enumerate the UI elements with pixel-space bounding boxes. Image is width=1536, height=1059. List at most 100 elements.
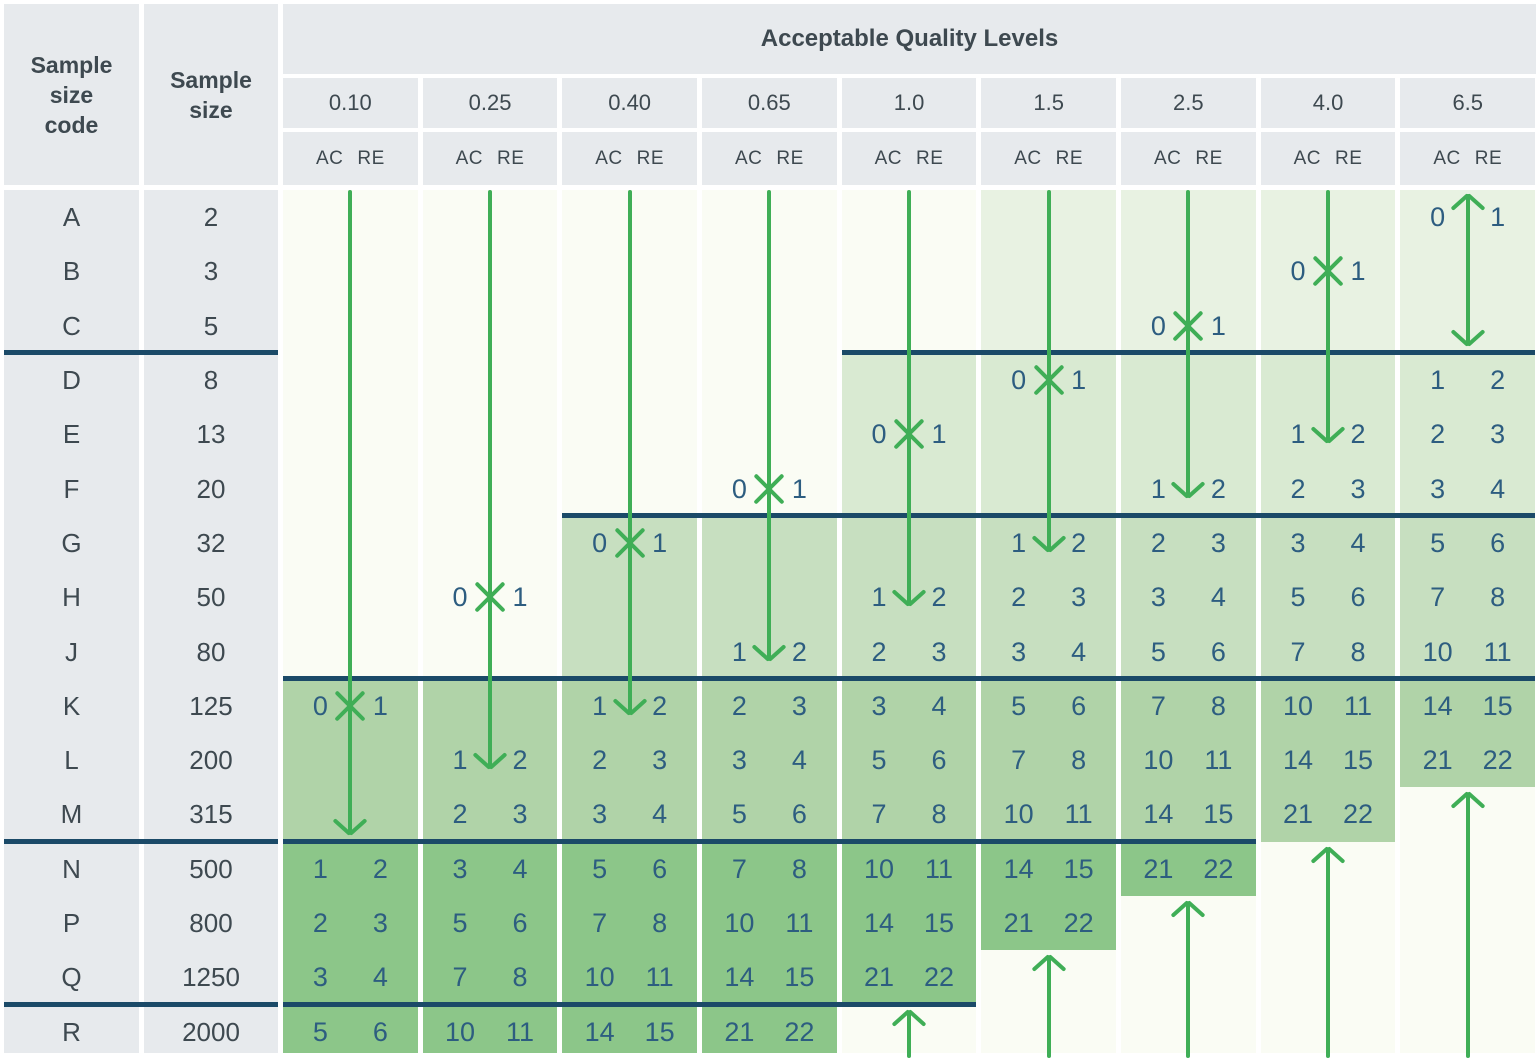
table-title: Acceptable Quality Levels [283, 4, 1536, 74]
re-value-1.5-K: 6 [1071, 690, 1087, 721]
row-size-L: 200 [189, 745, 233, 776]
row-code-P: P [62, 908, 81, 938]
ac-value-0.65-K: 2 [731, 690, 747, 721]
ac-value-2.5-N: 21 [1143, 853, 1174, 884]
ac-value-0.10-P: 2 [312, 908, 328, 938]
re-value-0.10-K: 1 [372, 690, 388, 721]
re-value-1.5-N: 15 [1063, 853, 1094, 884]
ac-re-header-0.10: AC RE [283, 132, 418, 185]
ac-value-6.5-J: 10 [1422, 636, 1453, 667]
up-arrow-line-1.5 [1046, 957, 1051, 1058]
ac-value-1.0-M: 7 [871, 799, 887, 830]
re-value-0.25-Q: 8 [512, 962, 528, 993]
re-value-0.65-M: 6 [791, 799, 807, 830]
re-value-6.5-E: 3 [1490, 419, 1506, 450]
re-value-1.0-P: 15 [923, 908, 955, 938]
re-value-0.25-L: 2 [512, 745, 528, 776]
row-size-N: 500 [189, 853, 233, 884]
re-value-2.5-M: 15 [1203, 799, 1234, 830]
re-value-1.0-E: 1 [931, 419, 947, 450]
up-arrow-line-2.5 [1186, 902, 1191, 1058]
row-size-F: 20 [196, 473, 226, 504]
ac-value-1.5-P: 21 [1003, 908, 1034, 938]
re-value-1.5-D: 1 [1071, 365, 1087, 395]
re-value-0.40-R: 15 [644, 1016, 675, 1047]
row-size-Q: 1250 [182, 962, 240, 993]
re-value-2.5-N: 22 [1203, 853, 1234, 884]
header-line: size [189, 96, 233, 123]
row-code-M: M [60, 799, 83, 830]
ac-value-2.5-J: 5 [1150, 636, 1166, 667]
down-arrow-line-0.10 [348, 190, 353, 833]
row-size-B: 3 [203, 256, 219, 287]
down-arrow-line-0.65 [767, 190, 772, 659]
row-code-Q: Q [61, 962, 82, 993]
row-code-G: G [61, 527, 82, 558]
ac-value-1.5-D: 0 [1011, 365, 1027, 395]
row-code-A: A [62, 202, 81, 233]
ac-re-header-6.5: AC RE [1400, 132, 1536, 185]
ac-value-0.10-N: 1 [312, 853, 328, 884]
ac-label: AC [595, 147, 623, 169]
re-value-0.25-R: 11 [505, 1016, 535, 1047]
down-arrow-line-0.40 [627, 190, 632, 713]
re-label: RE [1335, 147, 1363, 169]
row-size-E: 13 [196, 419, 226, 450]
re-value-6.5-L: 22 [1482, 745, 1513, 776]
ac-value-6.5-G: 5 [1430, 527, 1446, 558]
re-value-0.10-P: 3 [372, 908, 388, 938]
re-value-2.5-J: 6 [1210, 636, 1226, 667]
ac-value-0.40-M: 3 [592, 799, 608, 830]
re-value-1.0-M: 8 [931, 799, 947, 830]
shade-band-1.5 [981, 678, 1116, 842]
re-value-0.25-P: 6 [512, 908, 528, 938]
shade-band-2.5 [1121, 678, 1256, 842]
ac-value-6.5-F: 3 [1430, 473, 1446, 504]
re-value-4.0-G: 4 [1350, 527, 1366, 558]
re-value-0.65-P: 11 [785, 908, 814, 938]
ac-value-4.0-E: 1 [1290, 419, 1306, 450]
ac-value-1.0-P: 14 [863, 908, 895, 938]
ac-label: AC [315, 147, 344, 169]
step-line-below-M [283, 839, 1256, 845]
ac-value-0.65-R: 21 [724, 1016, 755, 1047]
header-line: size [49, 81, 94, 108]
ac-value-0.25-N: 3 [452, 853, 468, 884]
shade-band-6.5 [1400, 352, 1536, 516]
aql-level-header-1.0: 1.0 [841, 78, 977, 128]
ac-value-6.5-K: 14 [1422, 690, 1453, 721]
ac-value-6.5-L: 21 [1422, 745, 1453, 776]
re-value-0.10-Q: 4 [372, 962, 388, 993]
ac-value-4.0-K: 10 [1282, 690, 1314, 721]
ac-value-0.65-N: 7 [731, 853, 747, 884]
re-value-6.5-K: 15 [1482, 690, 1513, 721]
ac-label: AC [734, 147, 763, 169]
row-code-D: D [62, 365, 81, 395]
ac-re-header-0.25: AC RE [422, 132, 558, 185]
row-size-P: 800 [189, 908, 233, 938]
shade-band-2.5 [1121, 515, 1256, 679]
re-value-1.5-H: 3 [1071, 582, 1087, 613]
ac-value-1.0-K: 3 [871, 690, 887, 721]
aql-level-header-0.10: 0.10 [283, 78, 418, 128]
down-arrowhead-6.5 [1450, 329, 1486, 348]
group-separator-line [4, 1002, 278, 1007]
re-value-0.40-G: 1 [652, 527, 668, 558]
ac-value-0.65-F: 0 [731, 473, 747, 504]
ac-value-6.5-E: 2 [1430, 419, 1446, 450]
group-separator-line [4, 839, 278, 845]
re-value-0.25-H: 1 [512, 582, 528, 613]
ac-value-0.40-R: 14 [584, 1016, 615, 1047]
re-label: RE [636, 147, 665, 169]
shade-band-1.5 [981, 841, 1116, 951]
ac-value-0.25-M: 2 [452, 799, 468, 830]
shade-band-0.40 [562, 841, 697, 1053]
re-value-2.5-H: 4 [1210, 582, 1226, 613]
aql-level-header-6.5: 6.5 [1400, 78, 1536, 128]
aql-level-header-4.0: 4.0 [1260, 78, 1396, 128]
ac-re-header-0.65: AC RE [702, 132, 837, 185]
ac-re-header-2.5: AC RE [1121, 132, 1256, 185]
re-value-0.40-Q: 11 [645, 962, 674, 993]
re-value-4.0-K: 11 [1343, 690, 1373, 721]
down-arrowhead-0.10 [332, 818, 368, 837]
